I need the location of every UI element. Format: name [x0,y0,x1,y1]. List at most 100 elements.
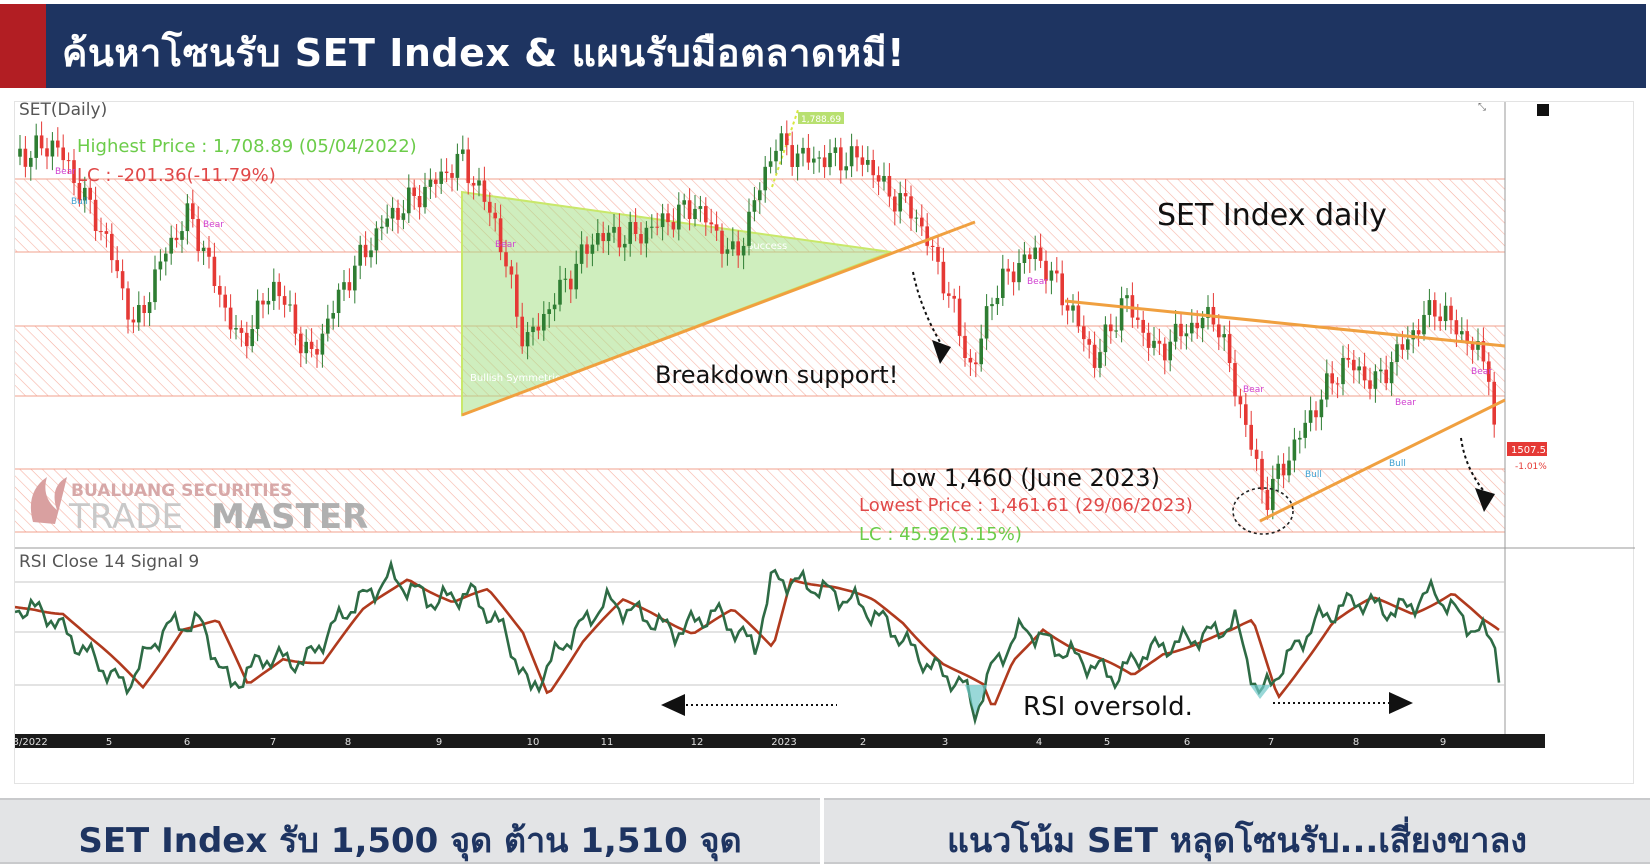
candle-body [1427,300,1432,315]
oversold-fill [1250,685,1271,699]
candle-body [417,196,422,208]
x-tick-label: 5 [1104,737,1110,748]
candle-body [1341,357,1345,385]
footer-bar: SET Index รับ 1,500 จุด ต้าน 1,510 จุด แ… [0,792,1650,868]
candle-body [1157,340,1162,344]
breakdown-arrowhead [932,340,951,364]
lowest-price-label: Lowest Price : 1,461.61 (29/06/2023) [859,495,1193,516]
candle-body [1082,326,1086,340]
candle-body [326,318,330,334]
candle-body [293,304,298,334]
success-tag: Success [747,241,787,252]
last-price-tag: 1507.53 [1511,445,1552,456]
candle-body [299,333,303,354]
candle-body [126,288,130,320]
candle-body [1406,339,1410,350]
candle-body [1352,359,1356,371]
candle-body [1076,305,1081,327]
candle-body [1006,268,1010,272]
candle-body [736,241,740,256]
candle-body [423,186,427,208]
x-tick-label: 03/2022 [15,737,48,748]
candle-body [1389,362,1394,384]
rsi-line [15,558,1501,726]
trend-outlook-text: แนวโน้ม SET หลุดโซนรับ...เสี่ยงขาลง [947,821,1527,861]
x-tick-label: 8 [345,737,351,748]
candle-body [439,171,443,184]
candle-body [644,227,649,244]
rsi-signal-line [15,578,1500,706]
candle-body [212,256,217,287]
candle-body [1022,254,1027,264]
candle-body [39,135,44,149]
candle-body [1179,323,1183,337]
candle-body [266,300,271,305]
candle-body [963,335,967,359]
candle-body [1227,334,1232,364]
candle-body [1017,263,1021,283]
candle-body [693,208,697,220]
candle-body [574,263,578,290]
candle-body [795,153,800,167]
rsi-right-arrowhead [1389,692,1413,714]
candle-body [1125,295,1129,299]
candle-body [396,207,400,220]
candle-body [1335,383,1340,385]
candle-body [866,160,870,165]
candle-body [979,338,983,365]
candle-body [1292,439,1297,461]
candle-body [579,244,584,264]
x-tick-label: 9 [436,737,442,748]
candle-body [93,199,98,231]
candle-body [1044,260,1048,281]
candle-body [207,247,211,257]
resistance-trendline [1064,299,1506,348]
low-annotation: Low 1,460 (June 2023) [889,464,1160,492]
footer-right-box: แนวโน้ม SET หลุดโซนรับ...เสี่ยงขาลง [824,798,1650,864]
candle-body [995,297,1000,305]
candle-body [1379,369,1383,372]
support-zone [15,469,1505,532]
candle-body [990,304,994,307]
lowest-lc-label: LC : 45.92(3.15%) [859,524,1022,545]
candle-body [428,179,433,187]
candle-body [536,326,541,331]
candle-body [407,187,411,214]
support-trendline [461,220,976,417]
low-circle [1232,487,1294,535]
candle-body [1233,363,1237,397]
candle-body [104,231,109,234]
candle-body [920,217,924,227]
candle-body [1319,399,1324,418]
x-tick-label: 7 [270,737,276,748]
candle-body [1038,247,1043,261]
set-index-chart: 1,788.69 Success Bullish Symmetrical SET(D… [15,102,1635,748]
candle-body [158,261,163,270]
candle-body [1260,458,1264,490]
candle-body [50,140,55,157]
candle-body [531,326,535,333]
candle-body [358,244,362,266]
highest-lc-label: LC : -201.36(-11.79%) [77,165,276,186]
candle-body [650,226,654,228]
candle-body [137,305,141,323]
candle-body [515,274,519,317]
price-panel-label: SET(Daily) [19,102,107,120]
bull-tag: Bull [1389,459,1406,469]
last-price-tag-bg [1507,442,1547,456]
candle-body [1136,317,1140,320]
header-bar: ค้นหาโซนรับ SET Index & แผนรับมือตลาดหมี… [0,0,1650,88]
candle-body [309,341,314,350]
candle-body [282,296,287,305]
candle-body [169,237,173,254]
candle-body [871,160,875,176]
candle-body [822,157,827,168]
candle-body [1330,373,1334,384]
candle-body [342,282,346,290]
candle-body [655,226,659,228]
candle-body [968,358,973,363]
bear-tag: Bear [495,240,516,250]
candle-body [369,250,373,258]
candle-body [520,316,524,347]
candle-body [1173,323,1178,342]
